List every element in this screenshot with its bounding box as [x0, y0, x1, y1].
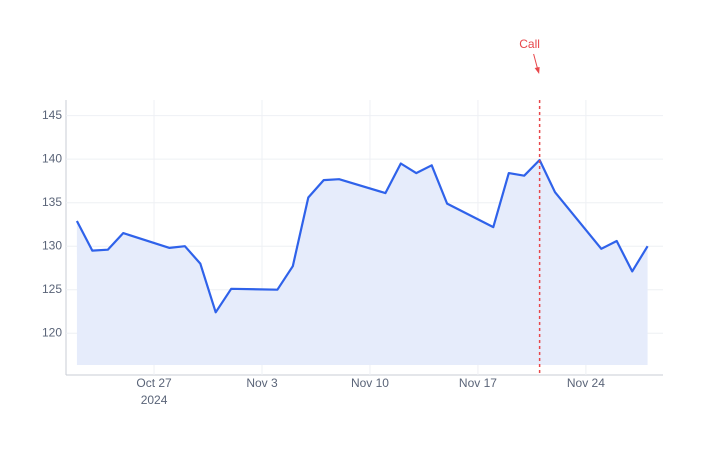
line — [75, 158, 649, 314]
x-tick-label: Nov 24 — [567, 376, 605, 390]
x-tick-line: Nov 24 — [567, 376, 605, 390]
y-tick-label: 145 — [42, 108, 62, 122]
annotation-text: Call — [519, 37, 540, 51]
x-tick-line: 2024 — [141, 393, 168, 407]
x-tick-label: Nov 10 — [351, 376, 389, 390]
annotation-arrowhead — [534, 67, 540, 74]
y-tick-label: 140 — [42, 151, 62, 165]
x-tick-label: Nov 3 — [246, 376, 278, 390]
x-tick-line: Nov 3 — [246, 376, 278, 390]
y-tick-label: 125 — [42, 282, 62, 296]
area — [76, 160, 648, 365]
y-tick-label: 135 — [42, 195, 62, 209]
y-tick-label: 120 — [42, 325, 62, 339]
y-tick-label: 130 — [42, 238, 62, 252]
x-tick-line: Nov 10 — [351, 376, 389, 390]
x-tick-label: Nov 17 — [459, 376, 497, 390]
x-tick-label: Oct 27 2024 — [136, 376, 172, 407]
x-tick-line: Nov 17 — [459, 376, 497, 390]
x-tick-line: Oct 27 — [136, 376, 172, 390]
annotation-arrow — [533, 53, 539, 70]
